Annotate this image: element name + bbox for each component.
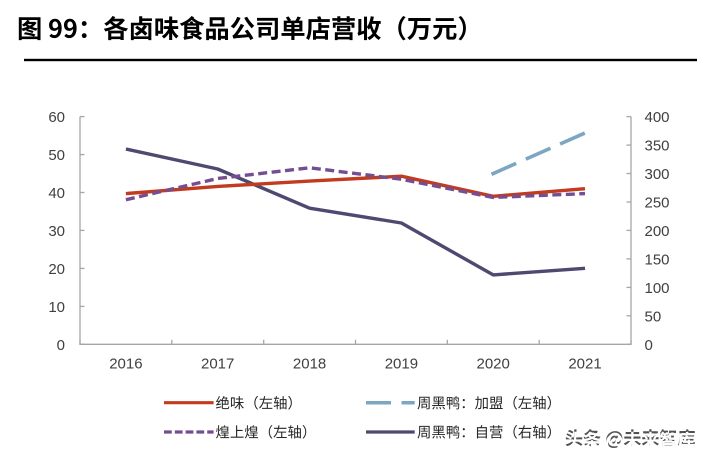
svg-text:350: 350 bbox=[645, 138, 670, 155]
svg-text:2016: 2016 bbox=[109, 356, 142, 373]
svg-text:2018: 2018 bbox=[293, 356, 326, 373]
svg-text:10: 10 bbox=[48, 299, 65, 316]
svg-text:300: 300 bbox=[645, 166, 670, 183]
svg-text:100: 100 bbox=[645, 280, 670, 297]
svg-text:400: 400 bbox=[645, 109, 670, 126]
svg-text:250: 250 bbox=[645, 195, 670, 212]
svg-text:150: 150 bbox=[645, 251, 670, 268]
svg-text:2020: 2020 bbox=[477, 356, 510, 373]
svg-text:50: 50 bbox=[48, 147, 65, 164]
svg-text:200: 200 bbox=[645, 223, 670, 240]
svg-text:2021: 2021 bbox=[568, 356, 601, 373]
svg-text:20: 20 bbox=[48, 261, 65, 278]
svg-text:40: 40 bbox=[48, 185, 65, 202]
svg-text:60: 60 bbox=[48, 109, 65, 126]
svg-text:50: 50 bbox=[645, 308, 662, 325]
svg-text:0: 0 bbox=[645, 337, 653, 354]
svg-text:2017: 2017 bbox=[201, 356, 234, 373]
svg-text:30: 30 bbox=[48, 223, 65, 240]
svg-text:2019: 2019 bbox=[385, 356, 418, 373]
svg-text:0: 0 bbox=[57, 337, 65, 354]
